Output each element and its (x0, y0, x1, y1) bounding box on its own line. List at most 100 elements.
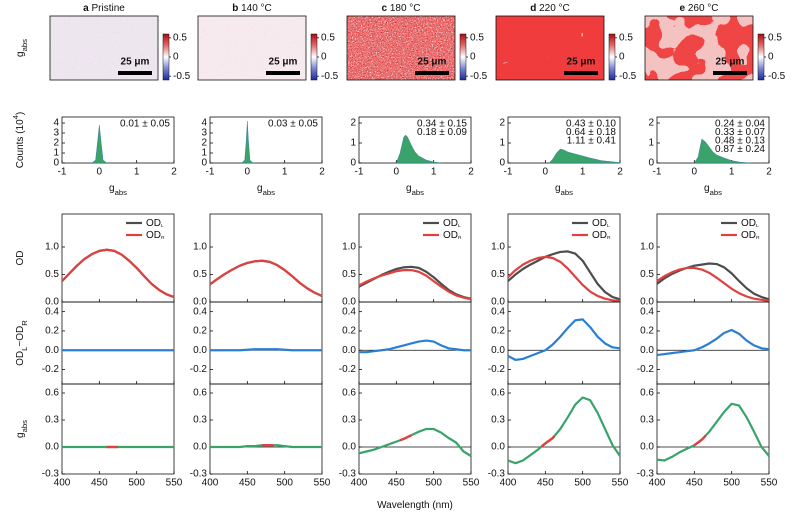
x-tick-label: 2 (617, 167, 623, 178)
scale-bar (266, 71, 300, 75)
y-tick-label: 0.0 (640, 345, 654, 356)
y-tick-label: 0.5 (491, 269, 505, 280)
series-line (656, 266, 770, 302)
label-part: Wavelength (nm) (377, 500, 453, 511)
plot-frame (209, 301, 323, 385)
label-part: L (458, 223, 461, 229)
scale-bar-label: 25 μm (121, 57, 150, 68)
y-tick-label: -0.3 (190, 469, 208, 480)
label-part: abs (20, 39, 29, 52)
scale-bar (713, 71, 747, 75)
y-axis-label: OD (15, 251, 26, 266)
x-tick-label: 500 (574, 478, 591, 489)
y-tick-label: 0.6 (45, 388, 59, 399)
scale-bar (118, 71, 152, 75)
legend-label: ODR (146, 230, 165, 241)
label-part: abs (561, 188, 574, 197)
y-tick-label: 1 (350, 138, 356, 149)
label-part: OD (15, 351, 26, 366)
y-tick-label: 0.5 (45, 269, 59, 280)
y-tick-label: 0.2 (640, 326, 654, 337)
plot-frame (358, 383, 472, 475)
x-axis-label: Wavelength (nm) (377, 500, 453, 511)
annotation: 0.01 ± 0.05 (120, 119, 170, 130)
y-tick-label: 0 (201, 158, 207, 169)
x-tick-label: -1 (504, 167, 513, 178)
x-tick-label: 1 (580, 167, 586, 178)
x-tick-label: 0 (394, 167, 400, 178)
x-tick-label: 400 (649, 478, 666, 489)
series-line (507, 396, 621, 465)
annotation: 0.18 ± 0.09 (417, 127, 467, 138)
x-tick-label: 400 (351, 478, 368, 489)
map-texture (496, 16, 604, 80)
y-tick-label: 1.0 (193, 242, 207, 253)
x-axis-label: gabs (555, 183, 573, 197)
y-tick-label: 2 (648, 118, 654, 129)
colorbar-tick-label: 0.5 (321, 32, 335, 43)
x-tick-label: 500 (425, 478, 442, 489)
label-part: ) (15, 112, 26, 115)
plot-frame (61, 116, 175, 164)
x-tick-label: 0 (543, 167, 549, 178)
highlight-segment (693, 434, 707, 447)
label-part: g (257, 183, 263, 194)
y-tick-label: 0.2 (491, 326, 505, 337)
panel-letter: d (530, 3, 536, 14)
annotation: 0.34 ± 0.15 (417, 119, 467, 130)
y-tick-label: 2 (499, 118, 505, 129)
y-tick-label: 0.5 (640, 269, 654, 280)
plot-frame (209, 383, 323, 475)
y-tick-label: 1 (648, 138, 654, 149)
y-tick-label: 0.0 (193, 297, 207, 308)
y-tick-label: 0.5 (193, 269, 207, 280)
legend-label: ODL (443, 218, 461, 229)
x-tick-label: 400 (202, 478, 219, 489)
y-tick-label: 2 (350, 118, 356, 129)
y-tick-label: -0.3 (339, 469, 357, 480)
y-tick-label: 0.2 (193, 326, 207, 337)
legend-label: ODR (741, 230, 760, 241)
x-tick-label: 450 (239, 478, 256, 489)
y-tick-label: 0.3 (491, 415, 505, 426)
legend-label: ODL (146, 218, 164, 229)
x-tick-label: 1 (729, 167, 735, 178)
y-tick-label: 0.0 (342, 345, 356, 356)
y-tick-label: 0.0 (342, 297, 356, 308)
x-tick-label: 450 (537, 478, 554, 489)
colorbar (162, 33, 170, 81)
y-tick-label: 4 (201, 118, 207, 129)
colorbar-tick-label: 0.5 (768, 32, 782, 43)
y-tick-label: 0.5 (342, 269, 356, 280)
series-line (507, 255, 621, 302)
x-tick-label: 400 (500, 478, 517, 489)
x-axis-label: gabs (257, 183, 275, 197)
label-part: −OD (15, 326, 26, 347)
label-part: R (161, 235, 165, 241)
histogram (396, 134, 442, 164)
scale-bar (415, 71, 449, 75)
annotation: 0.48 ± 0.13 (715, 136, 765, 147)
colorbar (608, 33, 616, 81)
label-part: OD (146, 230, 161, 241)
scale-bar-label: 25 μm (418, 57, 447, 68)
x-tick-label: 550 (761, 478, 778, 489)
x-tick-label: 550 (463, 478, 480, 489)
colorbar (310, 33, 318, 81)
map-texture (50, 16, 158, 80)
y-tick-label: 0.2 (342, 326, 356, 337)
panel-letter: b (232, 3, 238, 14)
colorbar (459, 33, 467, 81)
y-tick-label: 0.3 (193, 415, 207, 426)
colorbar-tick-label: 0.5 (470, 32, 484, 43)
x-tick-label: -1 (355, 167, 364, 178)
label-part: abs (115, 188, 128, 197)
label-part: OD (592, 218, 607, 229)
y-tick-label: 0 (53, 158, 59, 169)
y-tick-label: -0.3 (42, 469, 60, 480)
scale-bar (564, 71, 598, 75)
histogram (693, 138, 751, 164)
x-tick-label: 450 (686, 478, 703, 489)
annotation: 0.87 ± 0.24 (715, 144, 765, 155)
